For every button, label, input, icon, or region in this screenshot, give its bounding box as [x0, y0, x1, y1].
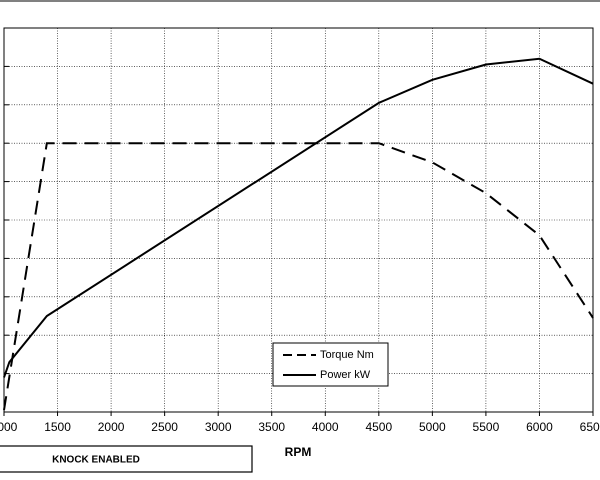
x-tick-label: 3000 — [205, 420, 232, 434]
x-tick-label: 2500 — [151, 420, 178, 434]
legend-label: Torque Nm — [320, 349, 374, 361]
x-tick-label: 4000 — [312, 420, 339, 434]
plot-frame — [3, 27, 594, 413]
x-tick-label: 4500 — [365, 420, 392, 434]
x-tick-label: 2000 — [98, 420, 125, 434]
series-line — [3, 57, 594, 378]
x-tick-label: 1000 — [0, 420, 18, 434]
x-tick-label: 5500 — [473, 420, 500, 434]
x-tick-label: 5000 — [419, 420, 446, 434]
status-text: KNOCK ENABLED — [52, 455, 140, 466]
x-tick-label: 6000 — [526, 420, 553, 434]
legend-box — [272, 342, 389, 387]
series-line — [3, 142, 594, 411]
status-box — [0, 445, 253, 473]
legend-label: Power kW — [320, 369, 371, 381]
x-tick-label: 1500 — [44, 420, 71, 434]
x-tick-label: 6500 — [580, 420, 600, 434]
x-axis-label: RPM — [285, 445, 312, 459]
x-tick-label: 3500 — [258, 420, 285, 434]
